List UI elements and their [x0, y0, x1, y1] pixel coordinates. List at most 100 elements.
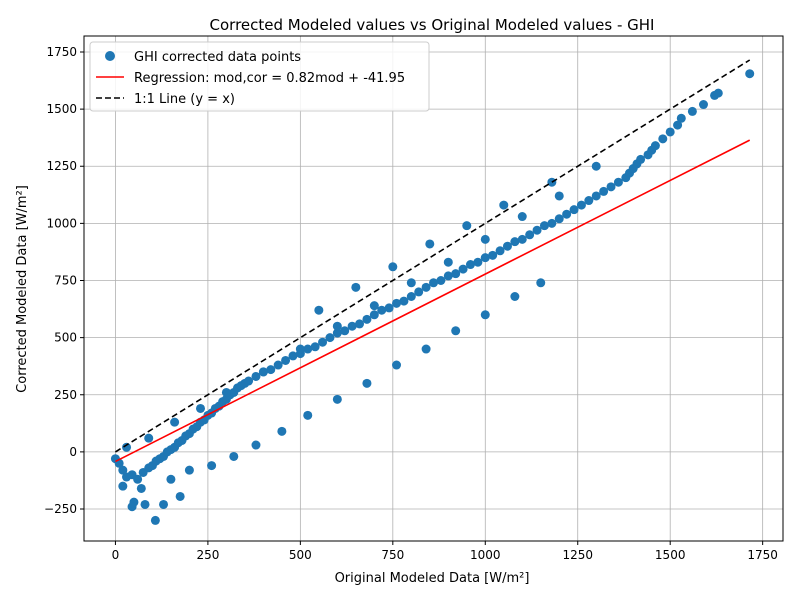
- plot-area-frame: [83, 35, 784, 542]
- data-point: [318, 337, 328, 347]
- data-point: [303, 410, 313, 420]
- data-point: [369, 310, 379, 320]
- x-tick-label: 1250: [562, 548, 593, 562]
- data-points-layer: [110, 69, 755, 525]
- x-tick-label: 0: [112, 548, 120, 562]
- data-point: [244, 376, 254, 386]
- data-point: [547, 177, 557, 187]
- x-tick-label: 1000: [470, 548, 501, 562]
- data-point: [429, 278, 438, 288]
- data-point: [144, 433, 154, 443]
- y-tick-label: 1500: [46, 102, 77, 116]
- data-point: [425, 239, 435, 249]
- data-point: [539, 221, 549, 231]
- data-point: [636, 154, 646, 164]
- data-point: [314, 305, 324, 315]
- x-tick-label: 750: [381, 548, 404, 562]
- data-point: [295, 344, 305, 354]
- data-point: [676, 113, 686, 123]
- data-point: [480, 310, 490, 320]
- y-tick-label: 0: [69, 445, 77, 459]
- data-point: [332, 394, 342, 404]
- data-point: [606, 182, 616, 192]
- data-point: [266, 365, 276, 375]
- data-point: [462, 221, 472, 231]
- data-point: [532, 225, 542, 235]
- data-point: [392, 298, 402, 308]
- data-point: [196, 403, 205, 413]
- y-tick-label: 250: [54, 388, 77, 402]
- x-axis-ticks: 0 250 500 750 1000 1250 1500 1750: [112, 541, 778, 562]
- data-point: [118, 481, 128, 491]
- x-tick-label: 250: [196, 548, 219, 562]
- data-point: [698, 100, 708, 110]
- data-point: [150, 515, 160, 525]
- data-point: [687, 106, 697, 116]
- data-point: [332, 328, 342, 338]
- data-point: [517, 234, 527, 244]
- data-point: [406, 278, 416, 288]
- data-point: [325, 333, 335, 343]
- legend-box: [89, 41, 430, 112]
- data-point: [362, 378, 372, 388]
- data-point: [369, 301, 379, 311]
- data-point: [127, 502, 137, 512]
- data-point: [443, 271, 453, 281]
- data-point: [384, 303, 394, 313]
- data-point: [251, 440, 261, 450]
- data-point: [170, 417, 180, 427]
- data-point: [229, 451, 239, 461]
- data-point: [665, 127, 675, 137]
- legend-label-identity: 1:1 Line (y = x): [134, 92, 235, 107]
- data-point: [650, 141, 660, 151]
- x-tick-label: 500: [289, 548, 312, 562]
- data-point: [184, 465, 194, 475]
- data-point: [310, 342, 320, 352]
- data-point: [613, 177, 623, 187]
- data-point: [118, 465, 128, 475]
- data-point: [673, 120, 683, 130]
- data-point: [406, 291, 416, 301]
- data-point: [658, 134, 668, 144]
- data-point: [480, 253, 490, 263]
- data-point: [159, 499, 169, 509]
- data-point: [273, 360, 283, 370]
- data-point: [473, 257, 483, 267]
- data-point: [122, 442, 132, 452]
- data-point: [414, 287, 424, 297]
- data-point: [458, 264, 468, 274]
- data-point: [745, 69, 755, 79]
- data-point: [136, 483, 146, 493]
- regression-line: [115, 139, 751, 463]
- data-point: [207, 461, 217, 471]
- data-point: [465, 260, 475, 270]
- data-point: [517, 212, 527, 222]
- data-point: [399, 296, 409, 306]
- data-point: [281, 355, 291, 365]
- legend-label-regression: Regression: mod,cor = 0.82mod + -41.95: [134, 71, 405, 86]
- data-point: [510, 291, 520, 301]
- data-point: [502, 241, 512, 251]
- data-point: [713, 88, 723, 98]
- data-point: [451, 269, 461, 279]
- data-point: [591, 191, 601, 201]
- data-point: [392, 360, 402, 370]
- data-point: [166, 474, 176, 484]
- data-point: [277, 426, 287, 436]
- legend-marker-scatter: [105, 51, 115, 61]
- data-point: [451, 326, 461, 336]
- data-point: [340, 326, 350, 336]
- data-point: [221, 387, 231, 397]
- data-point: [347, 321, 357, 331]
- x-tick-label: 1500: [655, 548, 686, 562]
- data-point: [288, 351, 298, 361]
- data-point: [355, 319, 365, 329]
- y-tick-label: −250: [44, 502, 77, 516]
- data-point: [443, 257, 453, 267]
- data-point: [377, 305, 387, 315]
- data-point: [362, 314, 372, 324]
- data-point: [436, 276, 446, 286]
- data-point: [388, 262, 398, 272]
